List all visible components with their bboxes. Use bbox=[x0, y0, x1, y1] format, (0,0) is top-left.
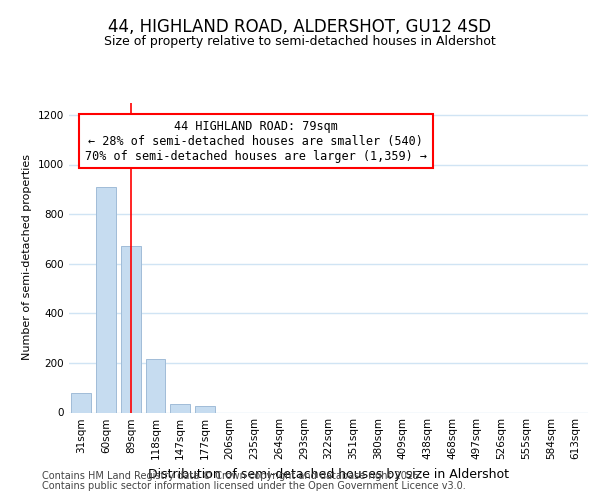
Text: Contains public sector information licensed under the Open Government Licence v3: Contains public sector information licen… bbox=[42, 481, 466, 491]
Text: 44, HIGHLAND ROAD, ALDERSHOT, GU12 4SD: 44, HIGHLAND ROAD, ALDERSHOT, GU12 4SD bbox=[109, 18, 491, 36]
Text: 44 HIGHLAND ROAD: 79sqm
← 28% of semi-detached houses are smaller (540)
70% of s: 44 HIGHLAND ROAD: 79sqm ← 28% of semi-de… bbox=[85, 120, 427, 162]
X-axis label: Distribution of semi-detached houses by size in Aldershot: Distribution of semi-detached houses by … bbox=[148, 468, 509, 481]
Bar bbox=[170, 404, 190, 412]
Text: Contains HM Land Registry data © Crown copyright and database right 2025.: Contains HM Land Registry data © Crown c… bbox=[42, 471, 422, 481]
Text: Size of property relative to semi-detached houses in Aldershot: Size of property relative to semi-detach… bbox=[104, 35, 496, 48]
Bar bbox=[96, 187, 116, 412]
Bar bbox=[121, 246, 140, 412]
Bar bbox=[195, 406, 215, 412]
Bar bbox=[71, 392, 91, 412]
Y-axis label: Number of semi-detached properties: Number of semi-detached properties bbox=[22, 154, 32, 360]
Bar bbox=[146, 359, 166, 412]
